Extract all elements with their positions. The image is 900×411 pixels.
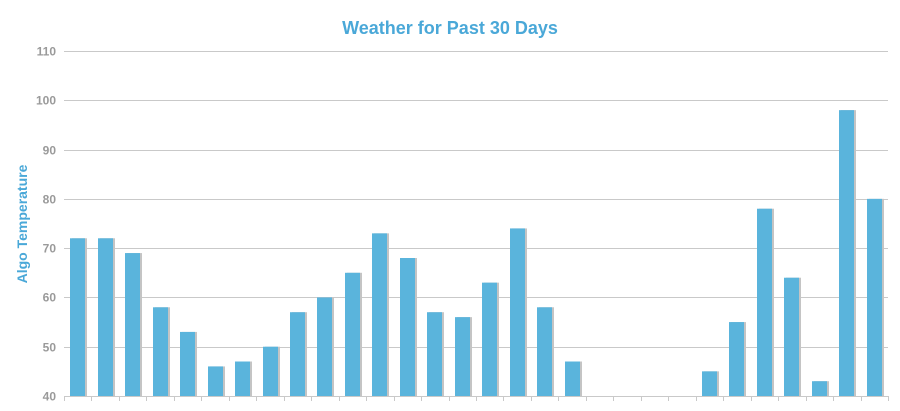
bar [812, 381, 827, 396]
y-tick-label: 40 [43, 390, 57, 404]
y-tick-label: 50 [43, 341, 57, 355]
bar [263, 346, 278, 396]
bar [784, 277, 799, 396]
bar [565, 361, 580, 396]
y-tick-label: 80 [43, 193, 57, 207]
bar [153, 307, 168, 396]
bar [372, 233, 387, 396]
bar [317, 297, 332, 396]
bar [235, 361, 250, 396]
bar [757, 208, 772, 396]
bar [180, 331, 195, 396]
bar [839, 110, 854, 397]
bar [125, 253, 140, 396]
chart-title: Weather for Past 30 Days [342, 18, 558, 38]
y-tick-label: 60 [43, 291, 57, 305]
y-tick-label: 90 [43, 144, 57, 158]
bar [729, 322, 744, 396]
bar [98, 238, 113, 396]
y-tick-label: 100 [36, 94, 56, 108]
bar [510, 228, 525, 396]
bar [427, 312, 442, 396]
bar [702, 371, 717, 396]
y-tick-label: 70 [43, 242, 57, 256]
bar [345, 272, 360, 396]
bar [867, 198, 882, 396]
y-tick-label: 110 [37, 45, 57, 59]
bar [208, 366, 223, 396]
bar [290, 312, 305, 396]
bar [537, 307, 552, 396]
bar [482, 282, 497, 396]
bar [70, 238, 85, 396]
bar [400, 258, 415, 396]
bar [455, 317, 470, 396]
